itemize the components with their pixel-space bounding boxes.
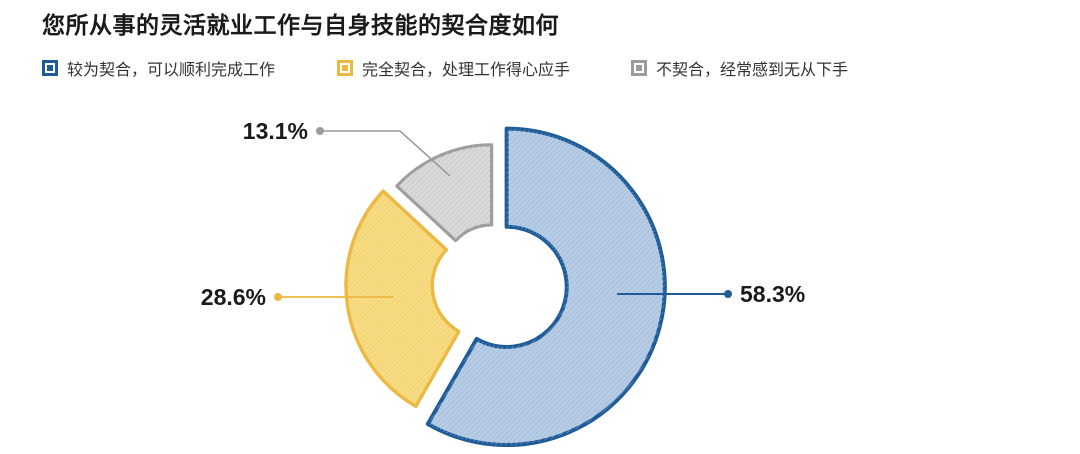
legend-label: 不契合，经常感到无从下手 (656, 62, 849, 79)
legend-swatch-fill (636, 65, 642, 71)
legend-item-2[interactable]: 不契合，经常感到无从下手 (631, 56, 848, 80)
chart-title: 您所从事的灵活就业工作与自身技能的契合度如何 (42, 12, 559, 38)
legend-swatch-icon (337, 60, 353, 76)
legend: 较为契合，可以顺利完成工作 完全契合，处理工作得心应手 不契合，经常感到无从下手 (0, 56, 1080, 80)
label-dot (274, 293, 282, 301)
label-dot (724, 290, 732, 298)
legend-swatch-icon (42, 60, 58, 76)
label-leader-line (320, 130, 451, 177)
slice-value-label: 28.6% (201, 284, 266, 310)
label-dot (316, 127, 324, 135)
legend-swatch-fill (47, 65, 53, 71)
slice-value-label: 13.1% (243, 118, 308, 144)
legend-label: 完全契合，处理工作得心应手 (362, 62, 571, 79)
slice-value-label: 58.3% (740, 281, 805, 307)
legend-item-0[interactable]: 较为契合，可以顺利完成工作 (42, 56, 275, 80)
legend-swatch-fill (342, 65, 348, 71)
legend-swatch-icon (631, 60, 647, 76)
legend-item-1[interactable]: 完全契合，处理工作得心应手 (337, 56, 570, 80)
legend-label: 较为契合，可以顺利完成工作 (67, 62, 276, 79)
